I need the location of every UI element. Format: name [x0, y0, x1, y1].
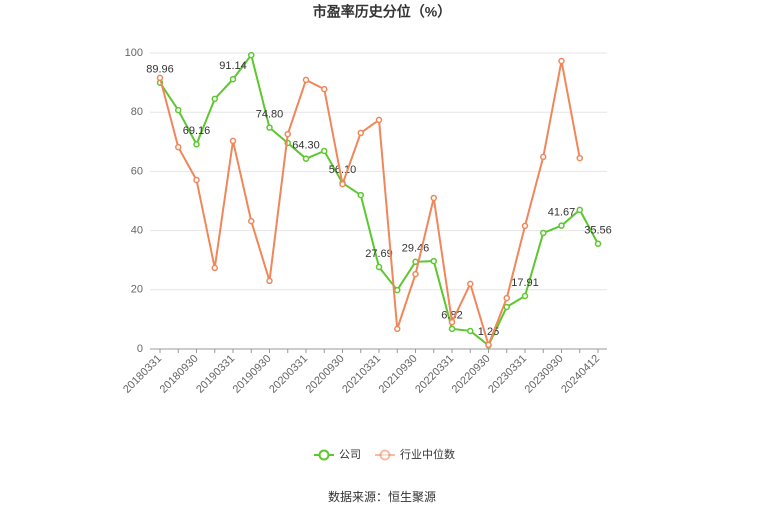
x-tick-label: 20200331 — [267, 353, 310, 396]
y-tick-label: 40 — [131, 225, 143, 237]
x-tick-label: 20210331 — [340, 353, 383, 396]
data-point — [430, 257, 437, 265]
data-point — [540, 229, 547, 237]
data-point — [448, 318, 456, 326]
data-point — [211, 264, 218, 272]
data-point — [156, 74, 164, 82]
data-label: 29.46 — [402, 243, 430, 255]
data-point — [375, 116, 383, 124]
series-line — [159, 60, 581, 348]
x-tick-label: 20240412 — [559, 353, 602, 396]
data-point — [339, 180, 346, 188]
data-label: 89.96 — [146, 64, 174, 76]
data-point — [503, 294, 510, 302]
data-point — [302, 76, 310, 84]
data-point — [193, 176, 200, 184]
x-tick-label: 20220331 — [413, 353, 456, 396]
legend-marker — [318, 449, 330, 461]
data-label: 17.91 — [511, 277, 539, 289]
y-tick-label: 0 — [137, 343, 143, 355]
data-point — [175, 143, 182, 151]
source: 数据来源：恒生聚源 — [328, 489, 436, 504]
y-tick-label: 80 — [131, 106, 143, 118]
y-tick-label: 60 — [131, 165, 143, 177]
data-point — [576, 154, 583, 162]
data-label: 41.67 — [548, 207, 576, 219]
data-label: 27.69 — [365, 248, 393, 260]
legend-label: 公司 — [339, 449, 361, 461]
data-label: 74.80 — [256, 108, 284, 120]
x-tick-label: 20180930 — [158, 353, 201, 396]
data-point — [357, 191, 364, 199]
data-point — [521, 222, 529, 230]
y-tick-label: 20 — [131, 284, 143, 296]
x-tick-label: 20200930 — [304, 353, 347, 396]
data-point — [302, 155, 310, 162]
data-label: 69.16 — [183, 125, 211, 137]
data-point — [430, 194, 437, 202]
data-point — [594, 240, 602, 247]
data-point — [375, 263, 383, 271]
data-point — [321, 85, 328, 93]
x-tick-label: 20190930 — [231, 353, 274, 396]
x-tick-label: 20210930 — [377, 353, 420, 396]
data-label: 91.14 — [219, 60, 247, 72]
data-label: 35.56 — [584, 225, 612, 237]
data-point — [558, 57, 565, 65]
x-tick-label: 20190331 — [194, 353, 237, 396]
data-point — [394, 286, 401, 294]
data-point — [576, 206, 583, 214]
legend-marker — [379, 449, 391, 461]
data-point — [248, 217, 255, 225]
y-tick-label: 100 — [125, 47, 143, 59]
data-point — [211, 95, 218, 103]
data-point — [175, 106, 182, 114]
data-point — [485, 341, 492, 349]
x-tick-label: 20180331 — [121, 353, 164, 396]
data-point — [321, 147, 328, 155]
data-point — [412, 270, 419, 278]
data-point — [266, 277, 273, 285]
data-point — [467, 280, 474, 288]
data-point — [357, 129, 364, 137]
x-tick-label: 20230930 — [523, 353, 566, 396]
x-tick-label: 20220930 — [450, 353, 493, 396]
data-point — [229, 75, 237, 83]
data-label: 64.30 — [292, 140, 320, 152]
legend-label: 行业中位数 — [400, 447, 455, 461]
data-point — [266, 124, 273, 131]
data-point — [229, 137, 237, 145]
data-point — [521, 292, 529, 300]
data-point — [448, 325, 456, 333]
data-point — [467, 327, 474, 335]
data-point — [394, 325, 401, 333]
data-point — [248, 51, 255, 59]
data-point — [284, 130, 291, 138]
chart-title: 市盈率历史分位（%） — [313, 4, 451, 20]
data-label: 56.10 — [329, 164, 357, 176]
data-point — [558, 222, 565, 229]
data-point — [540, 153, 547, 161]
x-tick-label: 20230331 — [486, 353, 529, 396]
data-point — [193, 141, 200, 148]
